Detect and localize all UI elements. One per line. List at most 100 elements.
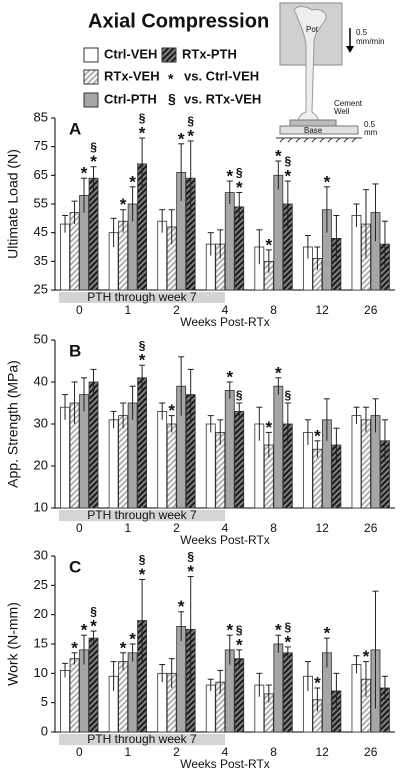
significance-marker: *: [226, 167, 233, 186]
gap-label: mm: [364, 128, 378, 137]
treatment-band-label: PTH through week 7: [87, 732, 197, 746]
significance-marker: *: [178, 597, 185, 616]
significance-marker: *: [363, 647, 370, 666]
y-tick-label: 85: [34, 109, 48, 124]
significance-marker: *: [129, 629, 136, 648]
y-tick-label: 20: [34, 457, 48, 472]
significance-marker: *: [81, 164, 88, 183]
significance-marker: §: [236, 623, 243, 637]
diagram: Pot 0.5 mm/min Cement Well Base 0.5 mm: [276, 2, 384, 143]
significance-marker: §: [284, 388, 291, 402]
bar: [224, 389, 235, 509]
treatment-band: [59, 292, 225, 303]
bar: [88, 637, 99, 733]
significance-symbol: *: [168, 71, 174, 87]
significance-marker: *: [266, 235, 273, 254]
significance-marker: *: [285, 632, 292, 651]
cement-label: Cement: [334, 99, 363, 108]
legend-label: RTx-PTH: [182, 46, 237, 61]
bar: [205, 423, 216, 509]
pot-label: Pot: [306, 25, 319, 34]
significance-label: vs. Ctrl-VEH: [184, 68, 259, 83]
significance-marker: §: [139, 111, 146, 125]
treatment-band-label: PTH through week 7: [87, 508, 197, 522]
x-tick-label: 2: [173, 745, 180, 759]
y-tick-label: 15: [34, 635, 48, 650]
gap-label: 0.5: [364, 120, 376, 129]
significance-marker: *: [168, 401, 175, 420]
significance-marker: *: [324, 172, 331, 191]
y-axis-label: App. Strength (MPa): [5, 360, 21, 488]
bar: [312, 448, 323, 509]
bar: [273, 643, 284, 733]
x-axis-label: Weeks Post-RTx: [180, 315, 270, 329]
bar: [118, 661, 129, 733]
x-axis-label: Weeks Post-RTx: [180, 533, 270, 547]
bar: [351, 415, 362, 509]
bar: [282, 652, 293, 733]
significance-marker: §: [236, 166, 243, 180]
significance-marker: *: [285, 167, 292, 186]
x-tick-label: 1: [125, 303, 132, 317]
bar: [166, 423, 177, 509]
x-tick-label: 12: [315, 745, 329, 759]
bar: [60, 223, 70, 291]
figure-title: Axial Compression: [88, 10, 269, 32]
x-tick-label: 2: [173, 521, 180, 535]
significance-marker: *: [187, 126, 194, 145]
x-tick-label: 0: [76, 521, 83, 535]
significance-marker: *: [275, 621, 282, 640]
significance-marker: §: [284, 154, 291, 168]
bar: [60, 670, 70, 733]
cement-well: [289, 119, 337, 127]
x-tick-label: 8: [270, 745, 277, 759]
significance-marker: *: [226, 367, 233, 386]
significance-marker: *: [187, 562, 194, 581]
panel-label: A: [69, 119, 81, 138]
significance-marker: *: [139, 124, 146, 143]
x-tick-label: 8: [270, 303, 277, 317]
bar: [69, 658, 80, 733]
significance-marker: *: [266, 418, 273, 437]
significance-marker: *: [314, 426, 321, 445]
bar: [69, 212, 80, 291]
significance-marker: *: [139, 351, 146, 370]
y-tick-label: 45: [34, 224, 48, 239]
y-axis-label: Work (N-mm): [5, 602, 21, 686]
panel-label: C: [69, 557, 81, 576]
bar: [118, 415, 129, 509]
bar: [88, 381, 99, 509]
y-tick-label: 10: [34, 665, 48, 680]
y-tick-label: 35: [34, 253, 48, 268]
x-axis-label: Weeks Post-RTx: [180, 757, 270, 769]
rate-label: mm/min: [356, 37, 384, 46]
x-tick-label: 12: [315, 521, 329, 535]
legend-label: Ctrl-PTH: [104, 91, 157, 106]
significance-marker: *: [139, 565, 146, 584]
significance-marker: *: [275, 146, 282, 165]
bar: [79, 394, 89, 509]
legend-swatch: [83, 69, 99, 85]
y-tick-label: 50: [34, 331, 48, 346]
significance-symbol: §: [168, 91, 176, 107]
x-tick-label: 12: [315, 303, 329, 317]
load-arrow-head: [346, 46, 354, 53]
legend-swatch: [161, 47, 177, 63]
base: [279, 125, 359, 135]
significance-marker: *: [90, 152, 97, 171]
bar: [137, 377, 148, 509]
bar: [108, 419, 119, 509]
significance-marker: §: [284, 620, 291, 634]
significance-marker: *: [71, 638, 78, 657]
y-tick-label: 75: [34, 138, 48, 153]
legend-label: Ctrl-VEH: [104, 46, 157, 61]
x-tick-label: 1: [125, 745, 132, 759]
x-tick-label: 4: [222, 303, 229, 317]
y-tick-label: 5: [41, 694, 48, 709]
bar: [157, 410, 168, 509]
x-tick-label: 1: [125, 521, 132, 535]
y-tick-label: 0: [41, 723, 48, 738]
bar: [351, 664, 362, 733]
significance-marker: *: [129, 172, 136, 191]
